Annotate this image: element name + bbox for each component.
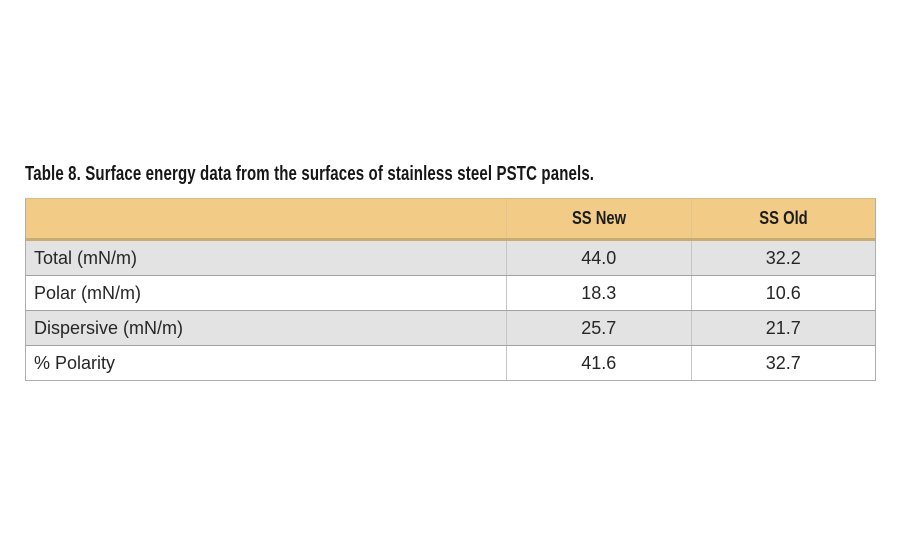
cell-value-text: 32.7 bbox=[765, 352, 801, 373]
cell-value: 21.7 bbox=[690, 311, 876, 345]
surface-energy-table: SS New SS Old Total (mN/m) 44.0 32.2 Pol… bbox=[25, 198, 876, 381]
header-cell-ss-old: SS Old bbox=[690, 199, 876, 238]
cell-value: 32.2 bbox=[690, 241, 876, 275]
header-cell-blank bbox=[26, 199, 506, 238]
row-label-text: % Polarity bbox=[34, 352, 116, 373]
table-row-percent-polarity: % Polarity 41.6 32.7 bbox=[26, 345, 875, 380]
cell-value-text: 21.7 bbox=[765, 317, 801, 338]
cell-value-text: 25.7 bbox=[581, 317, 617, 338]
table-row-dispersive: Dispersive (mN/m) 25.7 21.7 bbox=[26, 310, 875, 345]
row-label-text: Polar (mN/m) bbox=[34, 282, 141, 303]
table-header-row: SS New SS Old bbox=[26, 199, 875, 241]
row-label: % Polarity bbox=[26, 346, 506, 380]
row-label: Total (mN/m) bbox=[26, 241, 506, 275]
cell-value: 32.7 bbox=[690, 346, 876, 380]
cell-value-text: 44.0 bbox=[581, 247, 617, 268]
row-label: Polar (mN/m) bbox=[26, 276, 506, 310]
header-cell-ss-new: SS New bbox=[506, 199, 691, 238]
cell-value: 10.6 bbox=[690, 276, 876, 310]
cell-value-text: 32.2 bbox=[765, 247, 801, 268]
cell-value: 44.0 bbox=[506, 241, 691, 275]
row-label: Dispersive (mN/m) bbox=[26, 311, 506, 345]
table-row-total: Total (mN/m) 44.0 32.2 bbox=[26, 241, 875, 275]
table-caption: Table 8. Surface energy data from the su… bbox=[25, 163, 595, 185]
table-row-polar: Polar (mN/m) 18.3 10.6 bbox=[26, 275, 875, 310]
cell-value: 25.7 bbox=[506, 311, 691, 345]
cell-value: 18.3 bbox=[506, 276, 691, 310]
cell-value-text: 10.6 bbox=[765, 282, 801, 303]
cell-value-text: 18.3 bbox=[581, 282, 617, 303]
row-label-text: Total (mN/m) bbox=[34, 247, 137, 268]
cell-value: 41.6 bbox=[506, 346, 691, 380]
header-ss-old-label: SS Old bbox=[759, 208, 808, 228]
row-label-text: Dispersive (mN/m) bbox=[34, 317, 184, 338]
header-ss-new-label: SS New bbox=[571, 208, 626, 228]
cell-value-text: 41.6 bbox=[581, 352, 617, 373]
